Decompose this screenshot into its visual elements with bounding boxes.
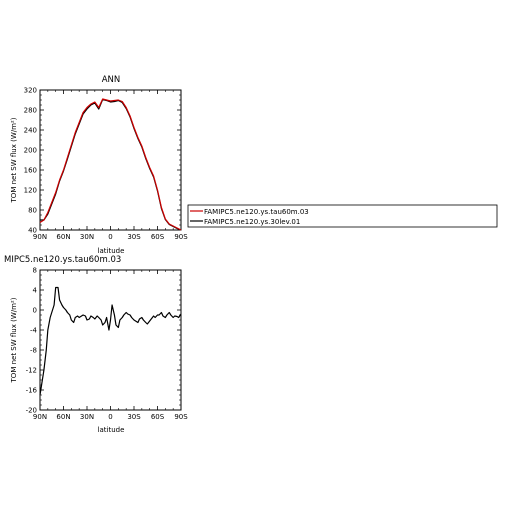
x-tick-label: 30N — [80, 233, 94, 241]
x-tick-label: 60N — [56, 413, 70, 421]
top-y-axis-label: TOM net SW flux (W/m²) — [10, 117, 18, 203]
bottom-y-axis: -20 -16 -12 -8 -4 0 4 8 — [26, 267, 181, 415]
y-tick-label: 120 — [24, 187, 37, 195]
legend-label-tau60m: FAMIPC5.ne120.ys.tau60m.03 — [204, 208, 309, 216]
top-x-axis-label: latitude — [98, 247, 125, 255]
y-tick-label: 8 — [33, 267, 37, 275]
x-tick-label: 90N — [33, 413, 47, 421]
top-y-axis: 40 80 120 160 200 240 280 320 — [24, 87, 181, 235]
y-tick-label: 240 — [24, 127, 37, 135]
y-tick-label: -8 — [30, 347, 37, 355]
legend: FAMIPC5.ne120.ys.tau60m.03 FAMIPC5.ne120… — [187, 204, 498, 228]
y-tick-label: 280 — [24, 107, 37, 115]
y-tick-label: 40 — [28, 227, 37, 235]
series-line-0 — [39, 98, 182, 231]
bottom-chart: MIPC5.ne120.ys.tau60m.03 -20 -16 -12 -8 -4 0 4… — [4, 255, 188, 434]
y-tick-label: 200 — [24, 147, 37, 155]
x-tick-label: 90N — [33, 233, 47, 241]
x-tick-label: 90S — [174, 233, 188, 241]
x-tick-label: 60S — [151, 233, 165, 241]
x-tick-label: 30N — [80, 413, 94, 421]
y-tick-label: -4 — [30, 327, 38, 335]
x-tick-label: 60N — [56, 233, 70, 241]
bottom-chart-title: MIPC5.ne120.ys.tau60m.03 — [4, 255, 121, 265]
y-tick-label: -16 — [26, 387, 38, 395]
legend-box — [187, 204, 498, 228]
x-tick-label: 60S — [151, 413, 165, 421]
y-tick-label: 320 — [24, 87, 37, 95]
x-tick-label: 0 — [108, 413, 112, 421]
top-plot-frame — [39, 89, 182, 231]
x-tick-label: 90S — [174, 413, 188, 421]
series-line-1 — [40, 98, 182, 231]
bottom-y-axis-label: TOM net SW flux (W/m²) — [10, 297, 18, 383]
top-chart: ANN 40 80 120 160 200 240 280 320 90N 60N 30N 0 30S… — [10, 75, 188, 255]
x-tick-label: 30S — [127, 413, 141, 421]
top-series-group — [39, 98, 182, 231]
legend-label-30lev: FAMIPC5.ne120.ys.30lev.01 — [204, 218, 300, 226]
y-tick-label: 80 — [28, 207, 37, 215]
x-tick-label: 0 — [108, 233, 112, 241]
bottom-x-axis: 90N 60N 30N 0 30S 60S 90S — [33, 270, 188, 421]
x-tick-label: 30S — [127, 233, 141, 241]
y-tick-label: 0 — [33, 307, 37, 315]
top-x-axis: 90N 60N 30N 0 30S 60S 90S — [33, 90, 188, 241]
series-line-0 — [39, 286, 182, 396]
y-tick-label: -12 — [26, 367, 37, 375]
y-tick-label: 4 — [33, 287, 38, 295]
y-tick-label: -20 — [26, 407, 37, 415]
bottom-series-group — [39, 286, 182, 396]
bottom-plot-frame — [39, 269, 182, 411]
bottom-x-axis-label: latitude — [98, 426, 125, 434]
top-chart-title: ANN — [102, 75, 121, 85]
y-tick-label: 160 — [24, 167, 37, 175]
